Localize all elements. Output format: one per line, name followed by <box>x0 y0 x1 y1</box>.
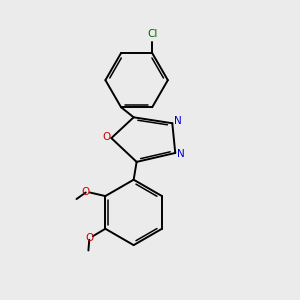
Text: O: O <box>102 132 110 142</box>
Text: Cl: Cl <box>147 29 158 40</box>
Text: N: N <box>177 149 184 160</box>
Text: O: O <box>85 233 93 243</box>
Text: O: O <box>82 187 90 196</box>
Text: N: N <box>174 116 182 126</box>
